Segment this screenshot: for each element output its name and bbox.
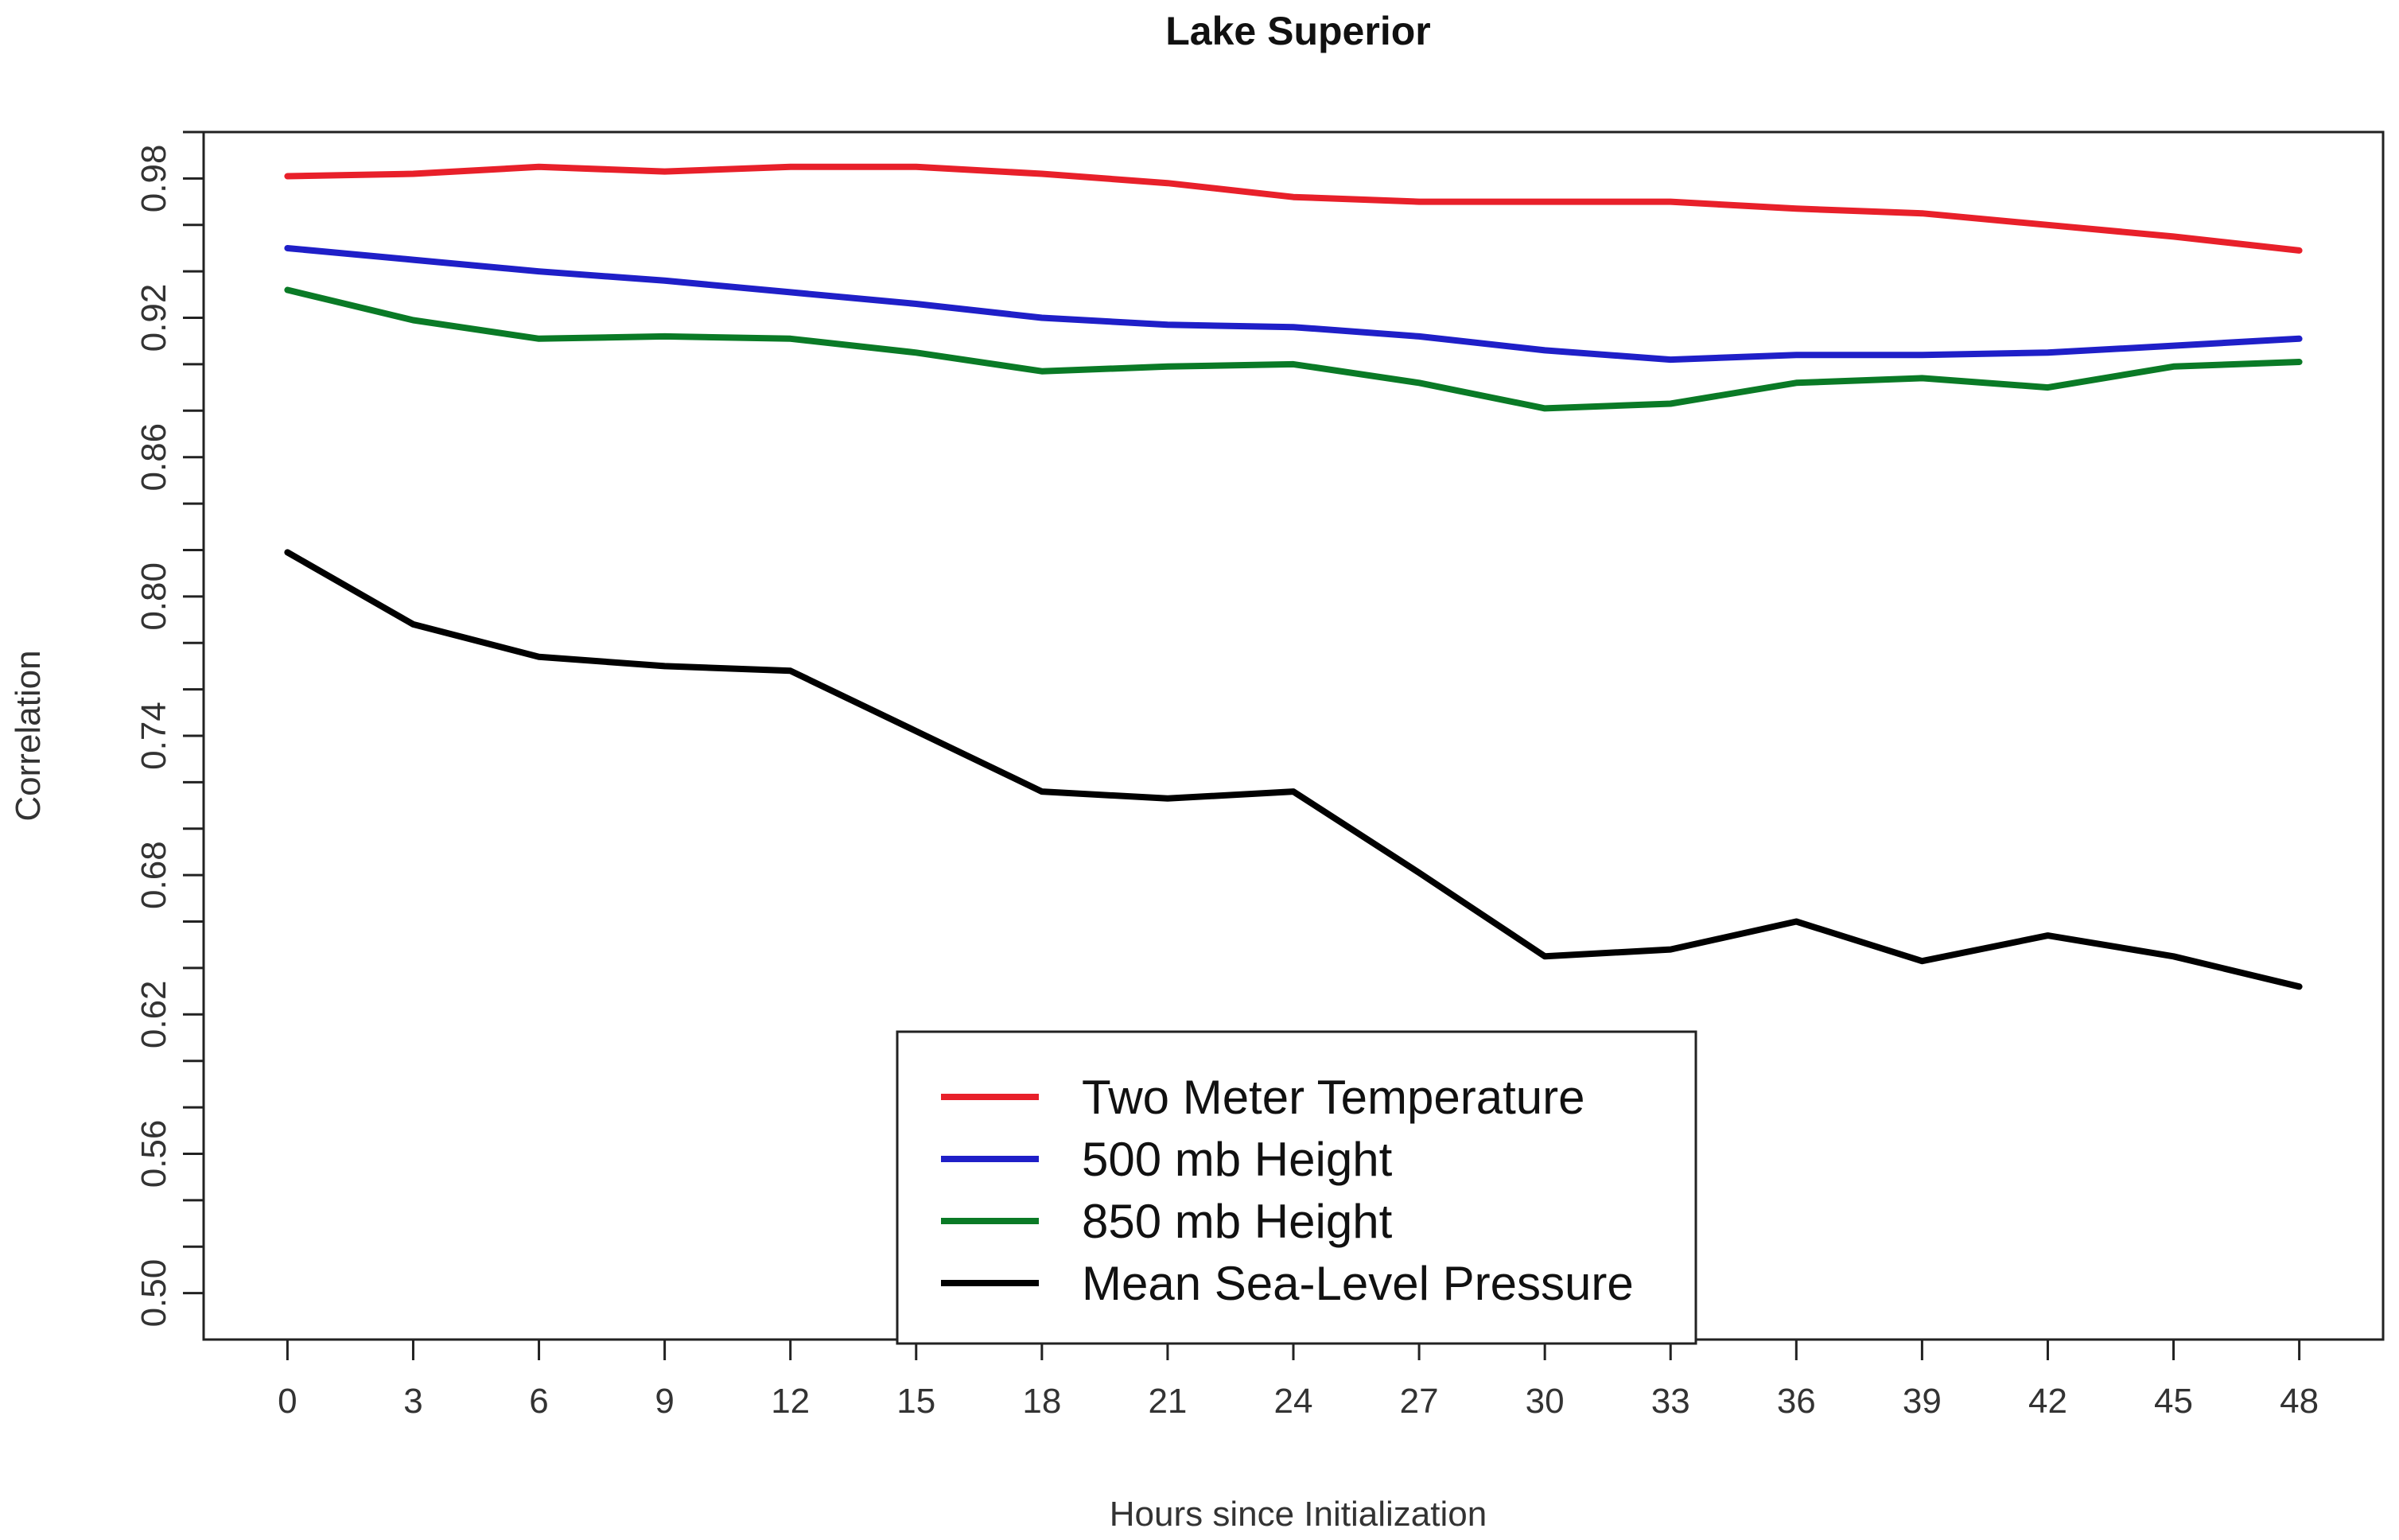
y-axis: 0.50 0.56 0.62 0.68 0.74 0.80 0.86 0.92 0.98	[134, 130, 204, 1328]
x-tick-label: 33	[1651, 1382, 1690, 1421]
legend-label-1: Two Meter Temperature	[1082, 1071, 1585, 1124]
y-tick-label: 0.56	[134, 1120, 173, 1188]
y-tick-label: 0.92	[134, 284, 173, 352]
x-tick-label: 42	[2028, 1382, 2067, 1421]
x-tick-label: 30	[1526, 1382, 1565, 1421]
x-axis: 0 3 6 9 12 15 18 21 24 27 30 33 36 39 42 45 48	[278, 1340, 2319, 1421]
series-line-2	[284, 245, 2303, 364]
chart-title: Lake Superior	[1165, 9, 1430, 53]
x-tick-label: 0	[278, 1382, 297, 1421]
x-tick-label: 45	[2154, 1382, 2193, 1421]
series-line-1	[284, 163, 2303, 254]
legend-box	[896, 1030, 1697, 1345]
legend-label-4: Mean Sea-Level Pressure	[1082, 1257, 1634, 1310]
y-tick-label: 0.68	[134, 841, 173, 909]
x-tick-label: 27	[1400, 1382, 1439, 1421]
x-tick-label: 21	[1148, 1382, 1187, 1421]
x-tick-label: 6	[529, 1382, 548, 1421]
x-tick-label: 15	[896, 1382, 935, 1421]
series-line-3	[284, 286, 2303, 412]
series-line-4	[284, 549, 2303, 990]
y-tick-label: 0.98	[134, 145, 173, 213]
series-layer	[284, 163, 2303, 990]
y-tick-label: 0.80	[134, 562, 173, 631]
y-axis-label: Correlation	[9, 650, 48, 821]
legend-label-2: 500 mb Height	[1082, 1133, 1393, 1186]
y-tick-label: 0.62	[134, 980, 173, 1048]
x-tick-label: 24	[1274, 1382, 1313, 1421]
legend-label-3: 850 mb Height	[1082, 1195, 1393, 1248]
legend: Two Meter Temperature 500 mb Height 850 mb…	[896, 1030, 1697, 1345]
x-tick-label: 12	[771, 1382, 810, 1421]
y-tick-label: 0.50	[134, 1259, 173, 1328]
x-tick-label: 39	[1903, 1382, 1942, 1421]
x-tick-label: 36	[1777, 1382, 1816, 1421]
x-tick-label: 3	[403, 1382, 422, 1421]
x-tick-label: 18	[1022, 1382, 1061, 1421]
y-tick-label: 0.86	[134, 423, 173, 492]
y-tick-label: 0.74	[134, 702, 173, 770]
x-tick-label: 9	[655, 1382, 674, 1421]
x-tick-label: 48	[2280, 1382, 2319, 1421]
x-axis-label: Hours since Initialization	[1110, 1495, 1487, 1534]
